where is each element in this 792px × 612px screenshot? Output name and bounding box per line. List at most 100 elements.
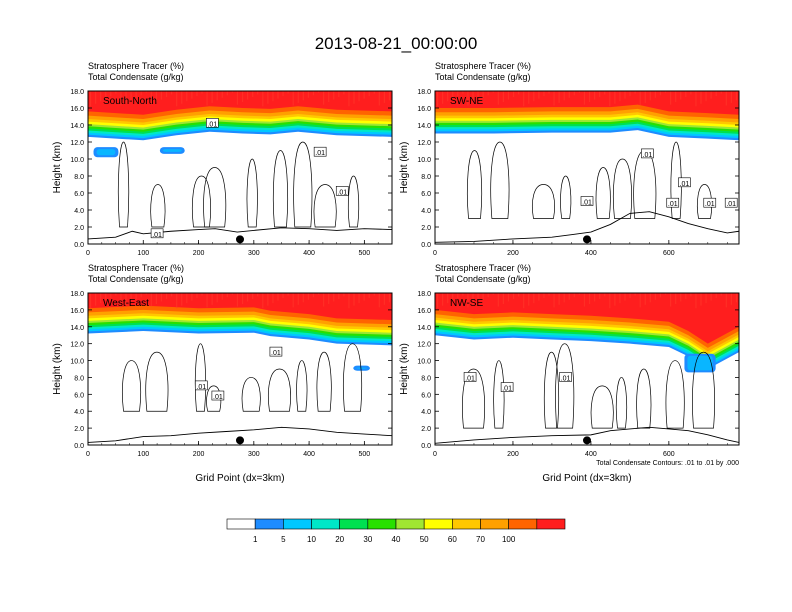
y-tick-label: 4.0 [74, 208, 84, 215]
contour-label-box [195, 380, 208, 391]
y-tick-label: 4.0 [74, 409, 84, 416]
x-tick-label: 100 [137, 250, 149, 257]
terrain-line [435, 426, 739, 444]
x-tick-label: 500 [359, 250, 371, 257]
terrain-line [88, 227, 392, 240]
panel-label: South-North [103, 96, 157, 107]
y-tick-label: 12.0 [417, 140, 431, 147]
contour-label: .01 [152, 232, 162, 239]
colorbar-box [508, 518, 538, 530]
y-tick-label: 12.0 [70, 140, 84, 147]
colorbar-box [395, 518, 425, 530]
contour-label-box [641, 148, 654, 159]
y-tick-label: 2.0 [74, 225, 84, 232]
plot-area: .01 .01 .01 .01 [88, 91, 392, 244]
colorbar-label: 70 [476, 535, 485, 544]
contour-label-box [559, 372, 572, 382]
panel-west-east: .01 .01 .01 West-East 0.0 2.0 4.0 6.0 8.0 10.0 12.… [52, 263, 393, 484]
colorbar-box [226, 518, 256, 530]
x-tick-label: 0 [433, 250, 437, 257]
contour-label-box [703, 197, 717, 208]
y-tick-label: 10.0 [417, 157, 431, 164]
contour-footnote: Total Condensate Contours: .01 to .01 by… [596, 460, 739, 467]
condensate-contour [560, 175, 572, 219]
x-tick-label: 200 [507, 250, 519, 257]
location-marker [236, 235, 244, 244]
y-tick-label: 16.0 [417, 308, 431, 315]
x-tick-label: 600 [663, 451, 675, 458]
panel-title-condensate: Total Condensate (g/kg) [435, 72, 531, 82]
panel-label: NW-SE [450, 298, 483, 309]
contour-label: .01 [668, 201, 678, 208]
condensate-contour [490, 141, 510, 219]
contour-label-box [580, 196, 594, 206]
panel-title-tracer: Stratosphere Tracer (%) [435, 263, 531, 273]
y-tick-label: 10.0 [70, 157, 84, 164]
x-tick-label: 200 [193, 250, 205, 257]
colorbar-label: 20 [335, 535, 344, 544]
panel-title-condensate: Total Condensate (g/kg) [88, 274, 184, 284]
colorbar-label: 1 [253, 535, 258, 544]
y-tick-label: 4.0 [421, 409, 431, 416]
colorbar-label: 40 [392, 535, 401, 544]
x-tick-label: 200 [507, 451, 519, 458]
condensate-contour [692, 351, 715, 429]
condensate-contour [272, 150, 288, 228]
condensate-contour [268, 368, 291, 412]
condensate-contour [203, 167, 227, 228]
condensate-contour [595, 167, 611, 219]
condensate-contour [696, 184, 713, 219]
colorbar-label: 100 [502, 535, 516, 544]
contour-label: .01 [213, 394, 223, 401]
y-tick-label: 18.0 [70, 89, 84, 96]
location-marker [583, 436, 591, 445]
y-tick-label: 16.0 [70, 106, 84, 113]
x-tick-label: 0 [86, 250, 90, 257]
tracer-level-11 [435, 91, 739, 115]
colorbar-label: 50 [420, 535, 429, 544]
colorbar-box [339, 518, 369, 530]
panel-title-condensate: Total Condensate (g/kg) [435, 274, 531, 284]
condensate-contour [316, 351, 332, 412]
y-tick-label: 6.0 [421, 392, 431, 399]
tracer-level-11 [435, 293, 739, 344]
panel-south-north: .01 .01 .01 .01 South-North 0.0 2.0 4.0 6.0 8.0 10… [52, 61, 393, 257]
terrain-line [435, 211, 739, 243]
condensate-contour [543, 351, 559, 429]
colorbar-label: 10 [307, 535, 316, 544]
condensate-contour [532, 184, 555, 219]
colorbar-box [283, 518, 312, 530]
contour-label-box [724, 197, 738, 208]
condensate-contour [191, 175, 211, 228]
y-tick-label: 14.0 [417, 325, 431, 332]
condensate-contour [665, 360, 685, 429]
colorbar-box [452, 518, 481, 530]
condensate-contour [296, 360, 308, 412]
y-tick-label: 0.0 [74, 443, 84, 450]
y-tick-label: 8.0 [74, 375, 84, 382]
condensate-contour [241, 377, 261, 412]
y-tick-label: 18.0 [417, 89, 431, 96]
plot-area: .01 .01 .01 [435, 293, 739, 445]
plot-area: .01 .01 .01 [88, 293, 392, 445]
y-tick-label: 10.0 [417, 359, 431, 366]
contour-label: .01 [705, 201, 715, 208]
contour-label: .01 [465, 375, 475, 382]
y-tick-label: 6.0 [74, 191, 84, 198]
condensate-contour [150, 184, 166, 228]
condensate-contour [636, 368, 652, 429]
y-axis-label: Height (km) [52, 343, 63, 395]
x-axis-label: Grid Point (dx=3km) [542, 473, 631, 484]
y-tick-label: 2.0 [421, 225, 431, 232]
contour-label-box [678, 177, 691, 188]
colorbar-box [480, 518, 509, 530]
panel-sw-ne: .01 .01 .01 .01 .01 .01 SW-NE 0.0 2.0 4.0 6.0 8.0 10… [399, 61, 740, 257]
contour-label-box [150, 228, 164, 239]
condensate-contour [246, 158, 258, 228]
contour-label-box [335, 186, 349, 196]
x-axis-label: Grid Point (dx=3km) [195, 473, 284, 484]
tracer-blob-core [356, 367, 367, 369]
location-marker [236, 436, 244, 445]
condensate-contour [493, 360, 505, 429]
